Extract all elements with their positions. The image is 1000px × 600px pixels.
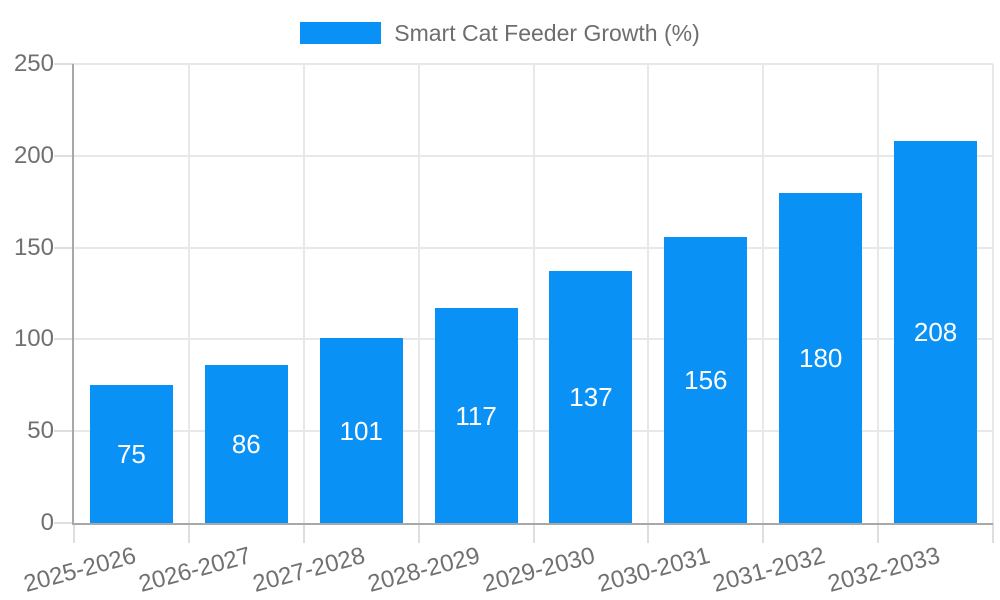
y-tick-label: 50 [27, 417, 54, 445]
y-tick-mark [54, 430, 74, 433]
v-gridline [877, 64, 880, 523]
x-tick-label: 2032-2033 [824, 542, 943, 598]
x-tick-label: 2029-2030 [480, 542, 598, 598]
bar-value-label: 75 [116, 439, 146, 469]
bar[interactable]: 137 [549, 271, 633, 523]
v-gridline [532, 64, 535, 523]
x-tick-mark [992, 523, 994, 543]
x-tick-label: 2027-2028 [250, 542, 369, 598]
bar-value-label: 101 [339, 415, 383, 446]
bar-value-label: 156 [684, 365, 728, 395]
y-tick-label: 150 [13, 233, 54, 261]
bar[interactable]: 156 [664, 237, 748, 523]
x-tick-mark [302, 523, 305, 543]
x-tick-mark [417, 523, 420, 543]
y-tick-mark [54, 154, 74, 157]
legend-label: Smart Cat Feeder Growth (%) [394, 20, 700, 46]
bar[interactable]: 117 [434, 308, 518, 523]
plot-area [74, 63, 994, 523]
bar[interactable]: 101 [319, 338, 403, 523]
v-gridline [187, 64, 190, 523]
y-tick-mark [54, 338, 74, 341]
x-tick-mark [187, 523, 190, 543]
x-tick-label: 2026-2027 [135, 542, 254, 598]
x-tick-mark [647, 523, 650, 543]
v-gridline [417, 64, 420, 523]
x-tick-label: 2031-2032 [709, 542, 828, 598]
y-tick-label: 200 [13, 141, 54, 169]
y-tick-label: 100 [13, 325, 54, 353]
bar-value-label: 180 [798, 343, 843, 373]
x-axis-line [72, 523, 993, 525]
v-gridline [302, 64, 305, 523]
bar[interactable]: 86 [204, 365, 288, 523]
bar[interactable]: 208 [894, 141, 978, 523]
bar-value-label: 137 [569, 382, 613, 412]
y-tick-label: 250 [13, 50, 54, 77]
bar-value-label: 117 [455, 400, 497, 431]
y-tick-mark [54, 522, 74, 524]
bar[interactable]: 180 [779, 193, 863, 523]
bar[interactable]: 75 [89, 385, 173, 523]
y-tick-mark [54, 63, 74, 65]
x-tick-mark [877, 523, 880, 543]
v-gridline [992, 64, 994, 523]
x-tick-mark [762, 523, 765, 543]
y-axis-line [72, 64, 74, 525]
x-tick-label: 2025-2026 [20, 542, 139, 598]
x-tick-mark [532, 523, 535, 543]
x-tick-label: 2030-2031 [594, 542, 713, 598]
y-tick-mark [54, 246, 74, 249]
bar-value-label: 208 [913, 317, 958, 347]
legend[interactable]: Smart Cat Feeder Growth (%) [0, 21, 1000, 45]
v-gridline [647, 64, 650, 523]
legend-swatch-icon [300, 22, 382, 44]
x-tick-mark [73, 523, 75, 543]
x-tick-label: 2028-2029 [365, 542, 484, 598]
y-tick-label: 0 [40, 509, 54, 536]
v-gridline [762, 64, 765, 523]
bar-value-label: 86 [231, 429, 261, 459]
